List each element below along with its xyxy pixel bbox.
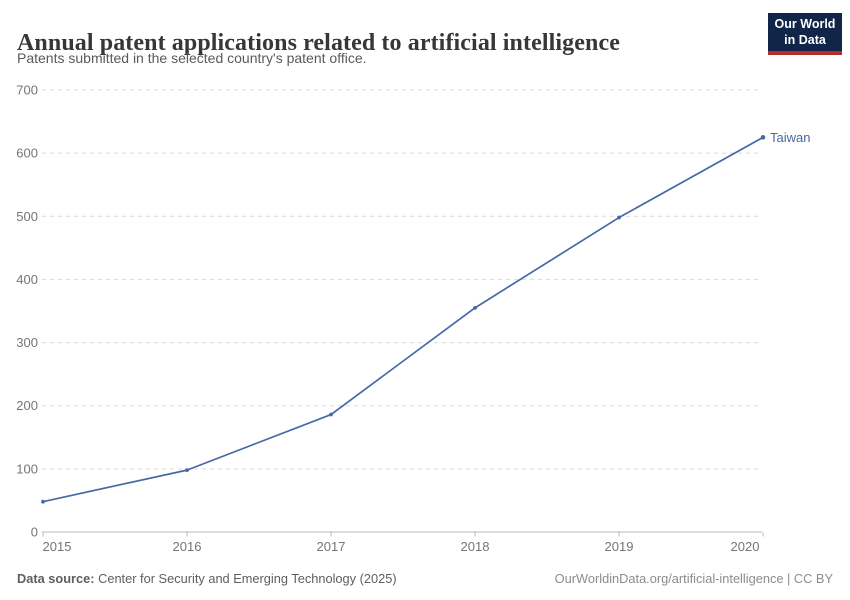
- y-tick-label-200: 200: [16, 398, 38, 413]
- x-tick-label-2016: 2016: [173, 539, 202, 554]
- data-point-2019[interactable]: [617, 215, 621, 220]
- y-tick-label-100: 100: [16, 461, 38, 476]
- data-point-2015[interactable]: [41, 499, 45, 504]
- data-point-2017[interactable]: [329, 412, 333, 417]
- data-line-taiwan[interactable]: [42, 136, 764, 503]
- chart-subtitle: Patents submitted in the selected countr…: [17, 50, 367, 66]
- owid-logo[interactable]: Our World in Data: [768, 13, 842, 56]
- page-title: Annual patent applications related to ar…: [17, 30, 620, 57]
- y-tick-label-0: 0: [31, 525, 38, 540]
- y-tick-label-700: 700: [16, 83, 38, 98]
- x-tick-label-2018: 2018: [461, 539, 490, 554]
- owid-logo-line2: in Data: [784, 32, 826, 47]
- y-tick-label-600: 600: [16, 146, 38, 161]
- y-tick-label-300: 300: [16, 335, 38, 350]
- data-source-note[interactable]: Data source: Center for Security and Eme…: [17, 571, 397, 586]
- data-point-2020[interactable]: [760, 135, 766, 140]
- attribution-link[interactable]: OurWorldinData.org/artificial-intelligen…: [554, 571, 833, 586]
- data-point-2016[interactable]: [185, 468, 189, 473]
- x-tick-label-2019: 2019: [605, 539, 634, 554]
- chart-footer: Data source: Center for Security and Eme…: [17, 571, 833, 586]
- y-tick-label-500: 500: [16, 209, 38, 224]
- y-tick-label-400: 400: [16, 272, 38, 287]
- data-source-label: Data source:: [17, 571, 95, 586]
- data-point-2018[interactable]: [473, 305, 477, 310]
- owid-logo-line1: Our World: [774, 17, 836, 31]
- x-tick-label-2015: 2015: [43, 539, 72, 554]
- entity-label-taiwan[interactable]: Taiwan: [770, 130, 810, 145]
- x-tick-label-2017: 2017: [317, 539, 346, 554]
- data-source-text: Center for Security and Emerging Technol…: [94, 571, 397, 586]
- x-tick-label-2020: 2020: [731, 539, 760, 554]
